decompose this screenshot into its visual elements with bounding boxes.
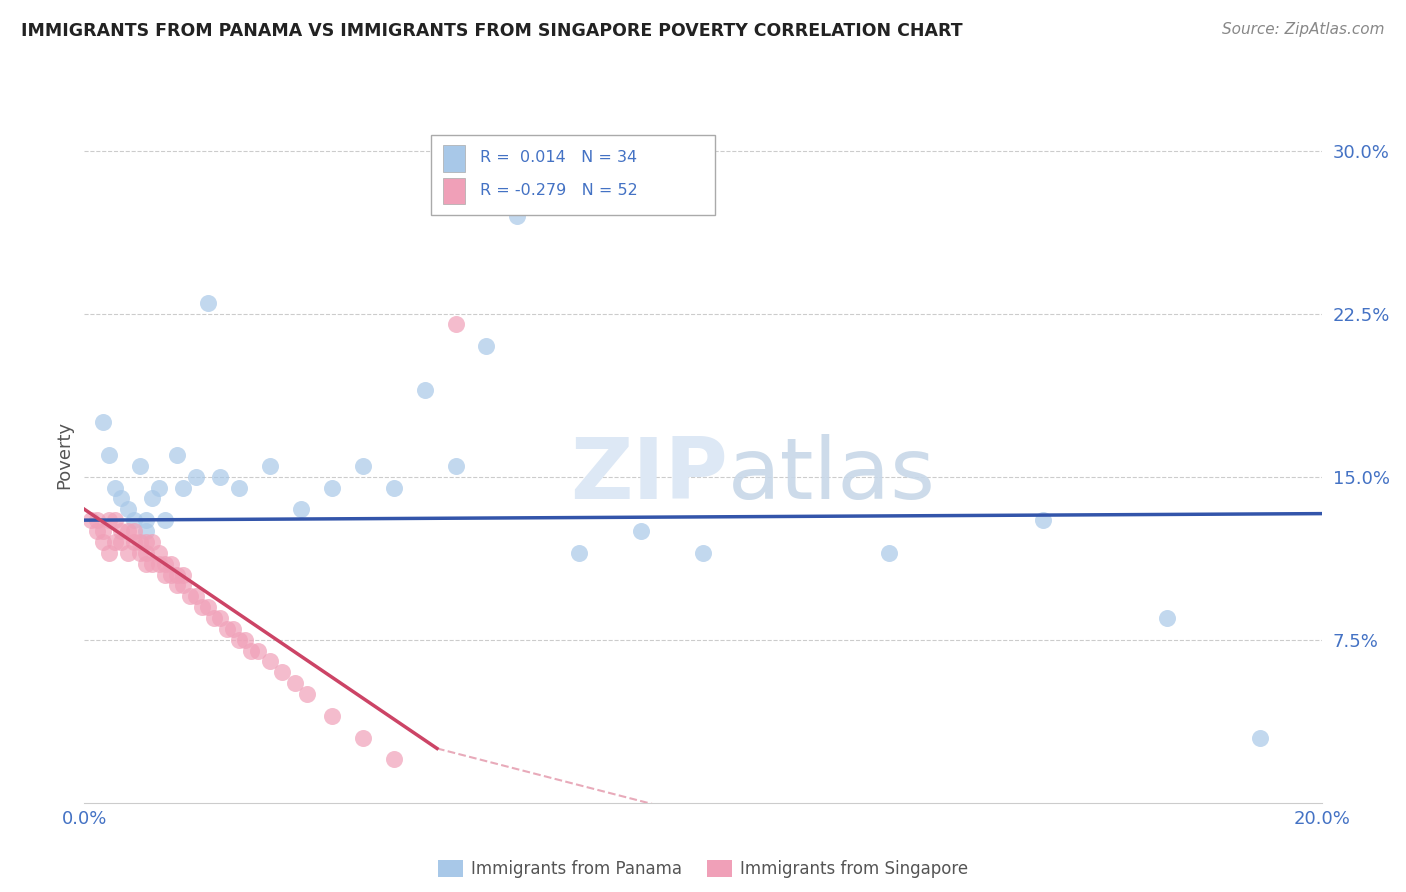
Point [444,458,467,473]
Point [321,481,343,495]
Point [129,535,152,549]
Point [148,557,170,571]
Point [233,632,256,647]
Point [110,491,132,506]
Point [172,578,194,592]
FancyBboxPatch shape [443,178,465,204]
Point [382,752,405,766]
Point [104,513,127,527]
Point [215,622,238,636]
Point [475,339,498,353]
Point [129,458,152,473]
Point [135,557,157,571]
Point [172,481,194,495]
Point [692,546,714,560]
Point [91,535,114,549]
Point [197,295,219,310]
Point [122,535,145,549]
Point [246,643,269,657]
Point [153,513,176,527]
Point [110,524,132,538]
Point [1249,731,1271,745]
Point [259,458,281,473]
Point [153,567,176,582]
Point [135,524,157,538]
Point [259,655,281,669]
Point [129,546,152,560]
Text: R = -0.279   N = 52: R = -0.279 N = 52 [481,183,638,198]
Point [117,546,139,560]
Point [135,513,157,527]
Point [222,622,245,636]
Y-axis label: Poverty: Poverty [55,421,73,489]
Point [104,481,127,495]
Point [202,611,225,625]
Point [160,557,183,571]
Point [86,513,108,527]
FancyBboxPatch shape [430,135,716,215]
Legend: Immigrants from Panama, Immigrants from Singapore: Immigrants from Panama, Immigrants from … [430,854,976,885]
Point [352,731,374,745]
Point [630,524,652,538]
Point [197,600,219,615]
Text: Source: ZipAtlas.com: Source: ZipAtlas.com [1222,22,1385,37]
Point [172,567,194,582]
Point [98,546,121,560]
Point [148,481,170,495]
Point [1032,513,1054,527]
Text: ZIP: ZIP [569,434,728,517]
Point [209,611,232,625]
Point [413,383,436,397]
Point [179,589,201,603]
Point [98,513,121,527]
Point [382,481,405,495]
Point [271,665,294,680]
Point [240,643,263,657]
Point [153,557,176,571]
Point [352,458,374,473]
Point [209,469,232,483]
Point [184,469,207,483]
Point [166,448,188,462]
Point [141,557,163,571]
Point [160,567,183,582]
Text: atlas: atlas [728,434,936,517]
Point [79,513,101,527]
Point [166,567,188,582]
Point [135,535,157,549]
Point [228,481,250,495]
Point [1156,611,1178,625]
Point [295,687,318,701]
Point [110,535,132,549]
Point [568,546,591,560]
Point [184,589,207,603]
Point [506,209,529,223]
Point [104,535,127,549]
Point [166,578,188,592]
Point [91,415,114,429]
Point [148,546,170,560]
Point [284,676,307,690]
Point [877,546,900,560]
Point [290,502,312,516]
Point [122,513,145,527]
Point [117,524,139,538]
Point [444,318,467,332]
Point [228,632,250,647]
Point [141,491,163,506]
Point [135,546,157,560]
Point [191,600,214,615]
Point [141,535,163,549]
Point [117,502,139,516]
Point [98,448,121,462]
Point [122,524,145,538]
Text: IMMIGRANTS FROM PANAMA VS IMMIGRANTS FROM SINGAPORE POVERTY CORRELATION CHART: IMMIGRANTS FROM PANAMA VS IMMIGRANTS FRO… [21,22,963,40]
Point [321,708,343,723]
Point [86,524,108,538]
FancyBboxPatch shape [443,145,465,172]
Text: R =  0.014   N = 34: R = 0.014 N = 34 [481,151,637,165]
Point [91,524,114,538]
